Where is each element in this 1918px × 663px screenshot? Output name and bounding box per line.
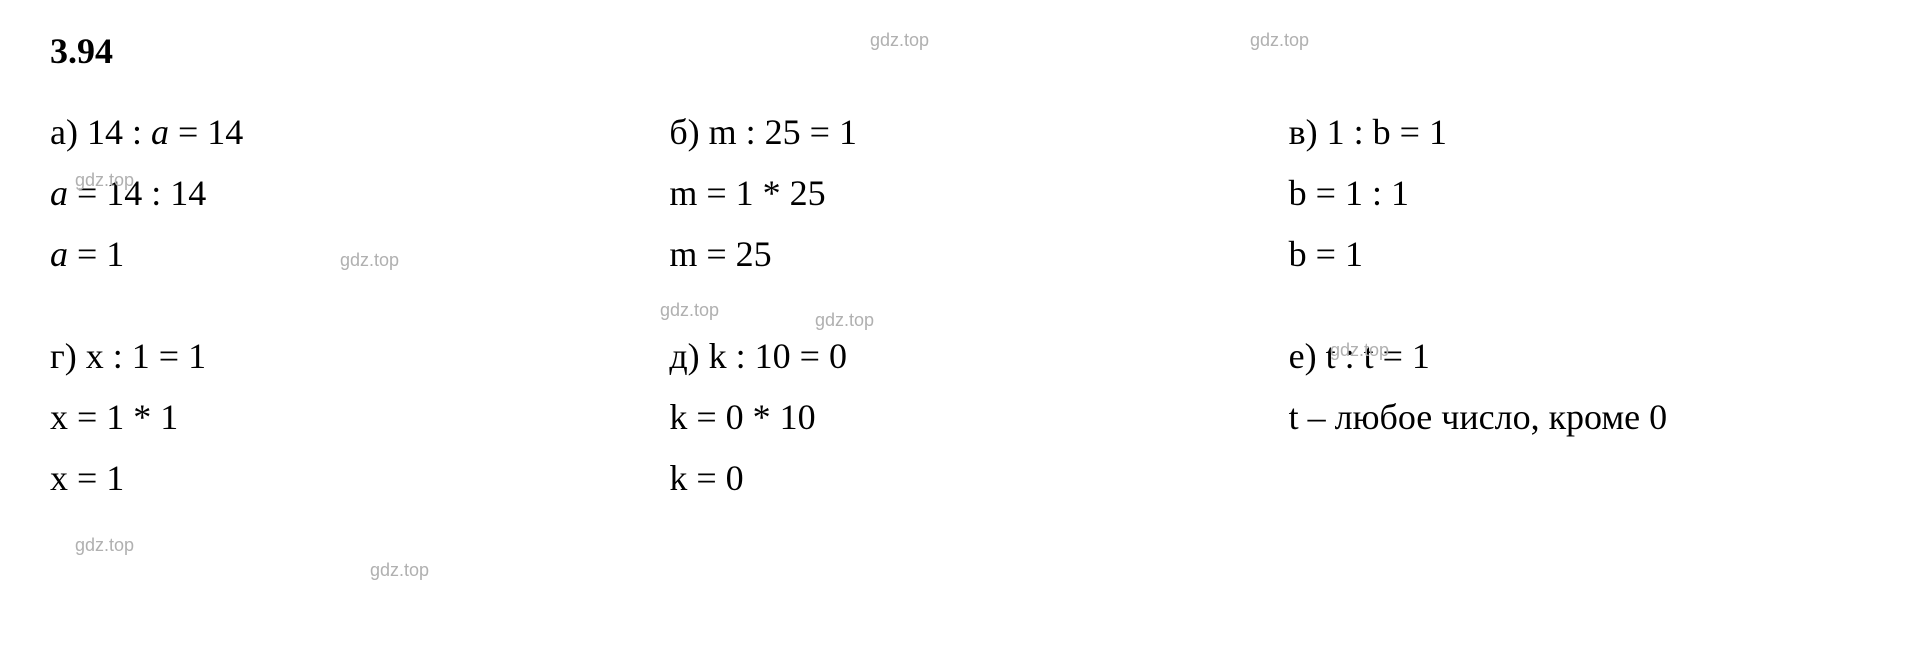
watermark: gdz.top <box>340 250 399 271</box>
problem-v-line1: в) 1 : b = 1 <box>1289 102 1868 163</box>
problem-v-line3: b = 1 <box>1289 224 1868 285</box>
text: 1 : b = 1 <box>1327 112 1447 152</box>
watermark: gdz.top <box>1250 30 1309 51</box>
watermark: gdz.top <box>870 30 929 51</box>
label-a: а) <box>50 112 78 152</box>
problem-v-line2: b = 1 : 1 <box>1289 163 1868 224</box>
problem-e-line2: t – любое число, кроме 0 <box>1289 387 1868 448</box>
label-b: б) <box>669 112 699 152</box>
problem-g-line1: г) x : 1 = 1 <box>50 326 629 387</box>
problem-a-line1: а) 14 : a = 14 <box>50 102 629 163</box>
problem-b-line2: m = 1 * 25 <box>669 163 1248 224</box>
label-v: в) <box>1289 112 1318 152</box>
problem-b-line3: m = 25 <box>669 224 1248 285</box>
text: 14 : <box>87 112 151 152</box>
text: x : 1 = 1 <box>86 336 206 376</box>
watermark: gdz.top <box>815 310 874 331</box>
row-bottom: г) x : 1 = 1 x = 1 * 1 x = 1 д) k : 10 =… <box>50 326 1868 510</box>
row-top: а) 14 : a = 14 a = 14 : 14 a = 1 б) m : … <box>50 102 1868 286</box>
problem-g-line2: x = 1 * 1 <box>50 387 629 448</box>
text: = 1 <box>68 234 124 274</box>
label-d: д) <box>669 336 699 376</box>
watermark: gdz.top <box>660 300 719 321</box>
text: m : 25 = 1 <box>709 112 857 152</box>
label-g: г) <box>50 336 77 376</box>
var-a: a <box>151 112 169 152</box>
problem-b-line1: б) m : 25 = 1 <box>669 102 1248 163</box>
label-e: е) <box>1289 336 1317 376</box>
problem-d-line1: д) k : 10 = 0 <box>669 326 1248 387</box>
problem-g-line3: x = 1 <box>50 448 629 509</box>
problem-v: в) 1 : b = 1 b = 1 : 1 b = 1 <box>1249 102 1868 286</box>
watermark: gdz.top <box>370 560 429 581</box>
exercise-heading: 3.94 <box>50 30 1868 72</box>
text: = 14 <box>169 112 243 152</box>
problem-b: б) m : 25 = 1 m = 1 * 25 m = 25 <box>629 102 1248 286</box>
problem-d-line3: k = 0 <box>669 448 1248 509</box>
watermark: gdz.top <box>75 535 134 556</box>
watermark: gdz.top <box>1330 340 1389 361</box>
problem-d-line2: k = 0 * 10 <box>669 387 1248 448</box>
watermark: gdz.top <box>75 170 134 191</box>
var-a: a <box>50 234 68 274</box>
problem-d: д) k : 10 = 0 k = 0 * 10 k = 0 <box>629 326 1248 510</box>
var-a: a <box>50 173 68 213</box>
problem-a-line2: a = 14 : 14 <box>50 163 629 224</box>
problem-g: г) x : 1 = 1 x = 1 * 1 x = 1 <box>50 326 629 510</box>
text: k : 10 = 0 <box>709 336 847 376</box>
